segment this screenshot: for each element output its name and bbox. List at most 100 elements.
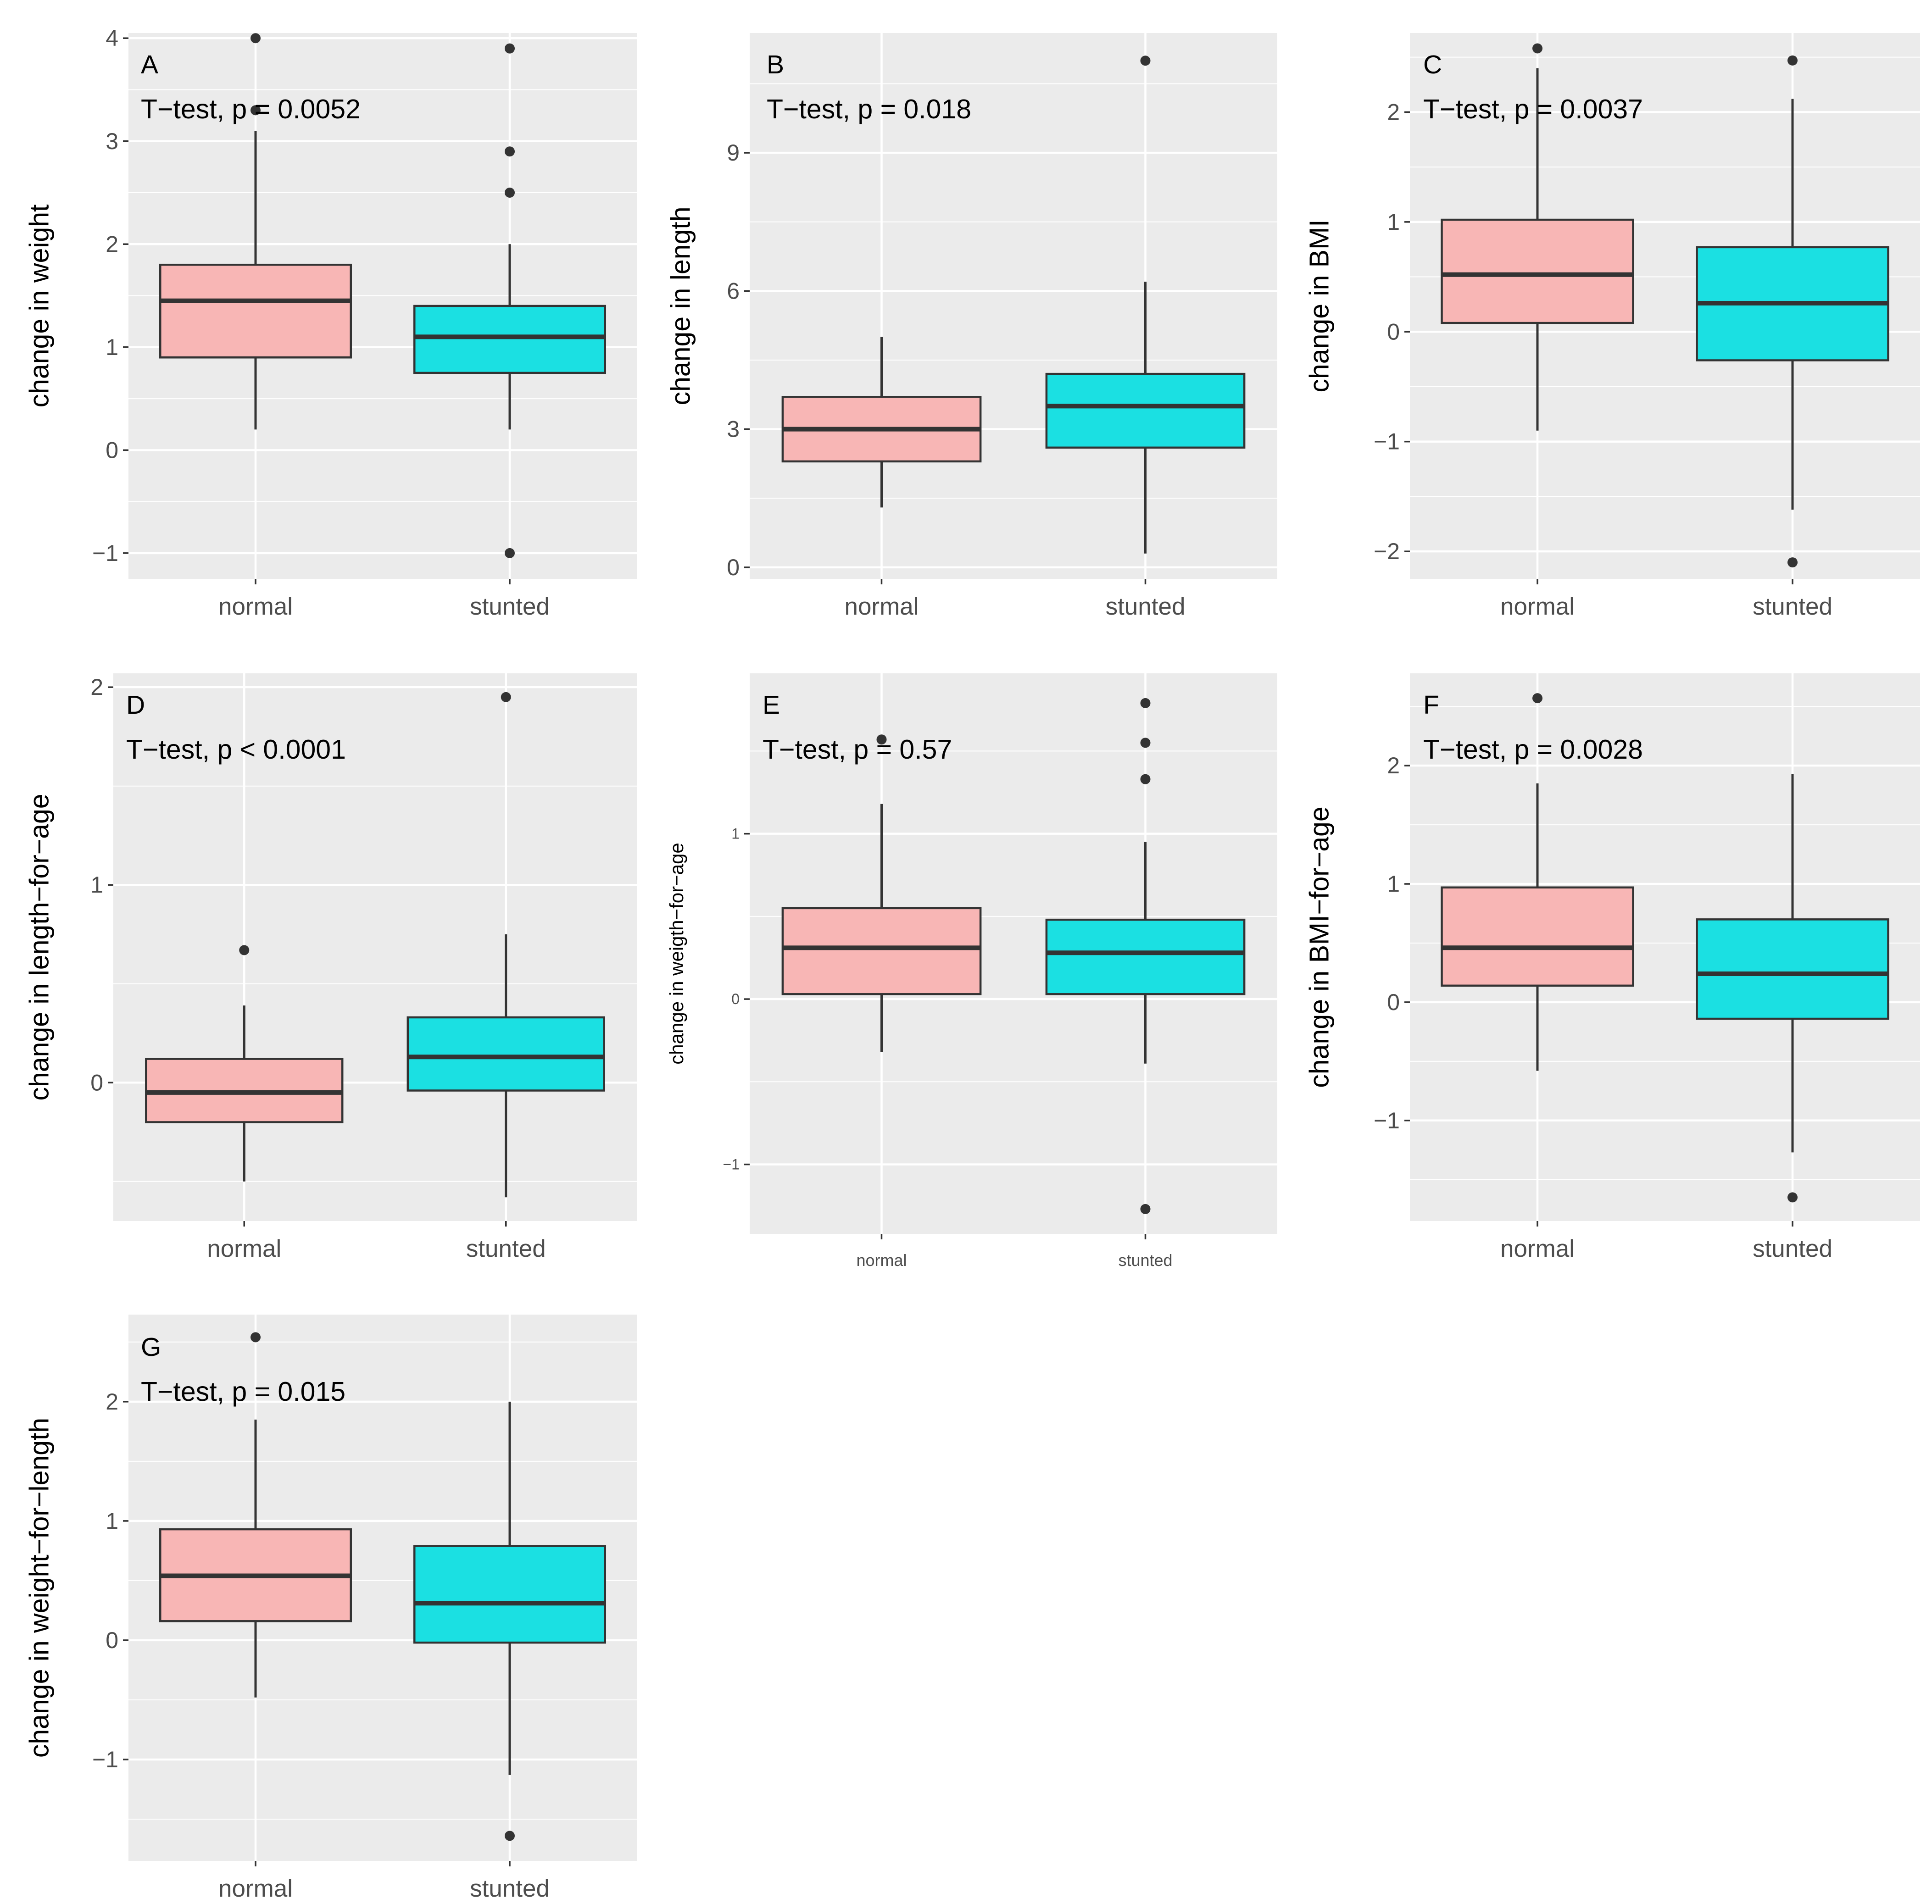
plot-background	[750, 33, 1277, 579]
y-axis-title: change in weigth−for−age	[666, 843, 687, 1064]
y-tick-label: 4	[106, 25, 118, 51]
y-axis-title: change in BMI	[1304, 219, 1335, 392]
box-normal	[1441, 693, 1634, 1071]
y-tick-label: 0	[727, 555, 740, 580]
x-tick-label: stunted	[466, 1235, 546, 1262]
outlier-point	[251, 33, 261, 44]
panel-label: G	[141, 1332, 161, 1362]
y-axis-title: change in length	[666, 206, 696, 405]
box-stunted	[406, 692, 605, 1198]
outlier-point	[1787, 557, 1798, 568]
y-tick-label: 9	[727, 140, 740, 166]
outlier-point	[1532, 693, 1542, 704]
y-tick-label: 1	[106, 334, 118, 360]
box-stunted	[413, 1401, 606, 1841]
panels: −1 0 1 2 3 4 normal stunted A T−test, p = 0.0052 c…	[24, 25, 1920, 1902]
outlier-point	[1140, 738, 1151, 748]
outlier-point	[876, 734, 887, 745]
y-tick-label: −1	[1374, 429, 1400, 455]
x-tick-label: stunted	[1753, 1235, 1832, 1262]
outlier-point	[1140, 698, 1151, 708]
box-normal	[159, 33, 352, 430]
y-tick-label: −1	[92, 1747, 118, 1772]
outlier-point	[505, 1831, 515, 1841]
outlier-point	[505, 146, 515, 157]
box-stunted	[1696, 55, 1889, 568]
y-tick-label: −1	[723, 1156, 740, 1173]
y-axis-title: change in length−for−age	[24, 794, 55, 1100]
panel-label: F	[1423, 690, 1439, 720]
panel-a: −1 0 1 2 3 4 normal stunted A T−test, p = 0.0052 c…	[24, 25, 637, 620]
y-tick-label: 0	[1387, 989, 1400, 1015]
y-tick-label: 2	[106, 231, 118, 257]
box-normal	[781, 337, 982, 508]
y-tick-label: 6	[727, 278, 740, 304]
ttest-annotation: T−test, p = 0.0028	[1423, 734, 1643, 765]
outlier-point	[251, 105, 261, 116]
x-tick-label: normal	[218, 1875, 293, 1902]
y-axis-title: change in BMI−for−age	[1304, 806, 1335, 1088]
box-normal	[781, 734, 982, 1052]
panel-c: −2 −1 0 1 2 normal stunted C T−test, p = 0.0037 c…	[1304, 33, 1920, 620]
y-tick-label: 3	[106, 128, 118, 154]
y-tick-label: 1	[90, 872, 103, 898]
y-tick-label: −1	[1374, 1108, 1400, 1133]
panel-label: E	[763, 690, 780, 720]
iqr-box	[1045, 918, 1246, 995]
x-tick-label: normal	[1500, 1235, 1575, 1262]
box-stunted	[1045, 56, 1246, 554]
panel-label: B	[767, 50, 784, 79]
iqr-box	[406, 1016, 605, 1092]
box-normal	[145, 945, 344, 1182]
outlier-point	[1140, 774, 1151, 784]
outlier-point	[1140, 56, 1151, 66]
panel-g: −1 0 1 2 normal stunted G T−test, p = 0.015 chan…	[24, 1315, 637, 1902]
panel-label: C	[1423, 50, 1442, 79]
panel-f: −1 0 1 2 normal stunted F T−test, p = 0.0028 cha…	[1304, 673, 1920, 1262]
box-stunted	[1696, 774, 1889, 1203]
y-tick-label: 1	[1387, 871, 1400, 897]
outlier-point	[505, 548, 515, 558]
x-tick-label: stunted	[1106, 593, 1186, 620]
iqr-box	[159, 263, 352, 359]
y-tick-label: 0	[106, 1627, 118, 1653]
y-tick-label: −1	[92, 540, 118, 566]
y-axis-title: change in weight	[24, 205, 55, 408]
y-tick-label: 1	[106, 1508, 118, 1534]
iqr-box	[1441, 886, 1634, 987]
x-tick-label: stunted	[470, 1875, 550, 1902]
ttest-annotation: T−test, p < 0.0001	[126, 734, 346, 765]
y-axis-title: change in weight−for−length	[24, 1418, 55, 1758]
ttest-annotation: T−test, p = 0.57	[763, 734, 952, 765]
y-tick-label: 2	[1387, 753, 1400, 778]
outlier-point	[239, 945, 250, 955]
y-tick-label: 0	[106, 437, 118, 463]
x-tick-label: normal	[1500, 593, 1575, 620]
y-tick-label: 1	[1387, 209, 1400, 235]
box-stunted	[1045, 698, 1246, 1214]
outlier-point	[1787, 1192, 1798, 1203]
outlier-point	[1787, 55, 1798, 66]
panel-d: 0 1 2 normal stunted D T−test, p < 0.0001 chang…	[24, 673, 637, 1262]
y-tick-label: 0	[1387, 319, 1400, 344]
y-tick-label: 0	[90, 1070, 103, 1095]
iqr-box	[1441, 218, 1634, 324]
panel-e: −1 0 1 normal stunted E T−test, p = 0.57 change…	[666, 673, 1277, 1270]
panel-label: D	[126, 690, 145, 720]
iqr-box	[781, 907, 982, 995]
box-stunted	[413, 43, 606, 558]
outlier-point	[505, 43, 515, 54]
y-tick-label: 2	[1387, 99, 1400, 125]
box-normal	[1441, 43, 1634, 431]
y-tick-label: 2	[90, 674, 103, 700]
x-tick-label: normal	[844, 593, 919, 620]
y-tick-label: −2	[1374, 538, 1400, 564]
x-tick-label: stunted	[1753, 593, 1832, 620]
outlier-point	[505, 188, 515, 198]
iqr-box	[413, 1545, 606, 1644]
y-tick-label: 0	[731, 991, 740, 1007]
panel-b: 0 3 6 9 normal stunted B T−test, p = 0.018 chang…	[666, 33, 1277, 620]
ttest-annotation: T−test, p = 0.0052	[141, 94, 361, 124]
y-tick-label: 3	[727, 416, 740, 442]
